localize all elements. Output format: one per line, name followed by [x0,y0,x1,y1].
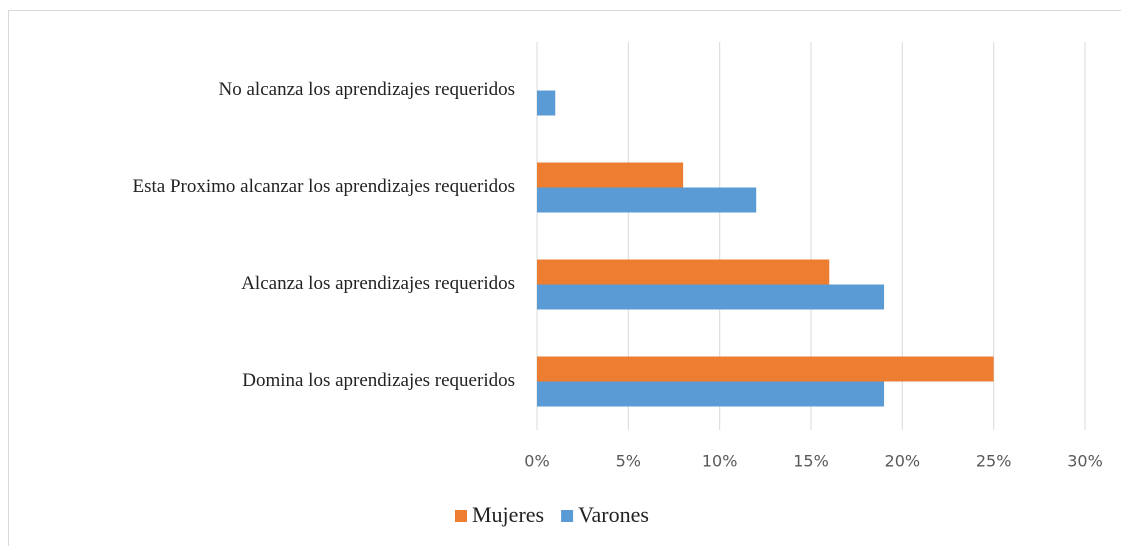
x-tick-label: 15% [793,452,829,471]
legend-swatch [455,510,467,522]
bar [537,162,684,188]
bar [537,187,757,213]
bar [537,90,556,116]
x-tick-label: 20% [885,452,921,471]
chart-border [8,10,1121,546]
bar [537,284,885,310]
x-tick-label: 10% [702,452,738,471]
y-tick-label: Alcanza los aprendizajes requeridos [241,273,515,294]
y-tick-label: Domina los aprendizajes requeridos [242,370,515,391]
legend-label: Varones [578,502,649,527]
x-tick-label: 5% [616,452,641,471]
y-tick-label: No alcanza los aprendizajes requeridos [219,79,515,100]
legend-label: Mujeres [472,502,544,527]
x-tick-label: 30% [1067,452,1103,471]
y-tick-label: Esta Proximo alcanzar los aprendizajes r… [133,176,516,197]
bar [537,259,830,285]
bar [537,356,994,382]
x-tick-label: 25% [976,452,1012,471]
bar [537,381,885,407]
x-tick-label: 0% [524,452,549,471]
legend-swatch [561,510,574,522]
